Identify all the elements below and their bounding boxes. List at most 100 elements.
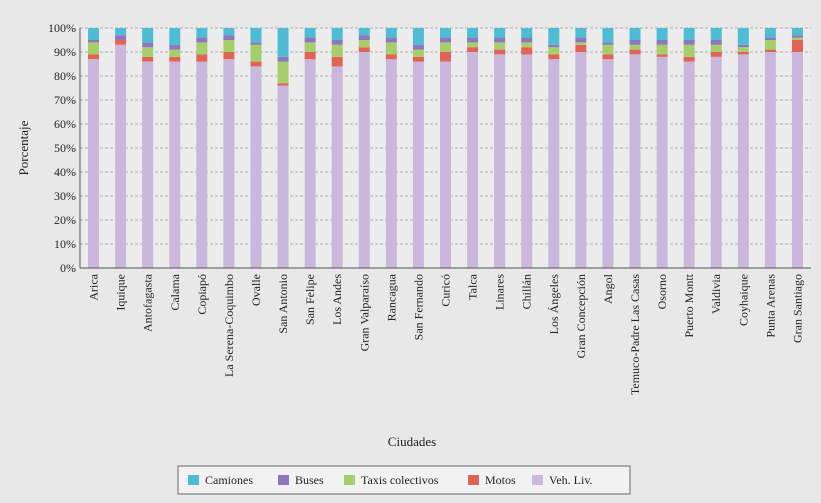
bar-segment	[683, 40, 695, 45]
bar-segment	[142, 42, 154, 48]
bar-segment	[88, 59, 100, 269]
bar-segment	[331, 56, 343, 67]
y-tick-label: 20%	[54, 213, 76, 227]
bar-segment	[521, 54, 533, 269]
y-tick-label: 70%	[54, 93, 76, 107]
bar-segment	[575, 42, 587, 45]
bar-segment	[385, 54, 397, 60]
x-tick-label: Coyhaique	[736, 274, 750, 326]
bar-segment	[710, 28, 722, 40]
x-tick-label: Copiapó	[195, 274, 209, 315]
y-tick-label: 100%	[48, 21, 76, 35]
bar-segment	[548, 54, 560, 60]
bar-segment	[629, 49, 641, 55]
bar-segment	[440, 42, 451, 52]
bar-segment	[277, 28, 289, 57]
x-tick-label: Punta Arenas	[763, 274, 777, 338]
bar-segment	[521, 42, 533, 48]
bar-segment	[764, 40, 776, 50]
legend: Camiones Buses Taxis colectivos Motos Veh. L…	[177, 465, 631, 495]
bar-segment	[683, 44, 695, 57]
bar-segment	[196, 61, 208, 268]
bar-segment	[494, 37, 506, 43]
bar-segment	[467, 37, 479, 43]
bar-segment	[791, 40, 803, 52]
x-tick-label: Curicó	[439, 274, 453, 307]
bar-segment	[115, 40, 127, 45]
legend-label: Buses	[295, 473, 324, 487]
bar-segment	[304, 42, 316, 52]
bar-segment	[169, 49, 181, 57]
bar-segment	[656, 56, 668, 268]
bar-segment	[223, 59, 235, 269]
bar-segment	[467, 42, 479, 48]
bar-segment	[440, 37, 451, 43]
legend-swatch	[532, 475, 543, 485]
x-tick-label: Gran Santiago	[790, 274, 804, 343]
bar-segment	[737, 28, 749, 45]
x-axis-title: Ciudades	[388, 434, 436, 449]
x-tick-label: Talca	[466, 273, 480, 299]
bar-segment	[602, 42, 614, 45]
y-tick-label: 0%	[60, 261, 76, 275]
x-tick-label: Iquique	[114, 274, 128, 311]
bar-segment	[277, 61, 289, 84]
bar-segment	[494, 49, 506, 55]
y-tick-label: 40%	[54, 165, 76, 179]
bar-segment	[791, 52, 803, 268]
bar-segment	[656, 44, 668, 55]
x-tick-label: Gran Concepción	[574, 274, 588, 358]
x-tick-label: San Antonio	[276, 274, 290, 334]
bars	[88, 28, 803, 269]
bar-segment	[385, 59, 397, 269]
x-tick-label: Arica	[87, 273, 101, 300]
bar-segment	[683, 56, 695, 62]
y-tick-label: 80%	[54, 69, 76, 83]
bar-segment	[737, 52, 749, 55]
bar-segment	[494, 42, 506, 50]
x-tick-label: Osorno	[655, 274, 669, 309]
bar-segment	[142, 61, 154, 268]
bar-segment	[277, 85, 289, 268]
bar-segment	[629, 54, 641, 269]
bar-segment	[656, 28, 668, 40]
x-tick-label: La Serena-Coquimbo	[222, 274, 236, 377]
bar-segment	[250, 28, 262, 43]
bar-segment	[196, 28, 208, 38]
x-tick-label: Antofagasta	[141, 273, 155, 332]
legend-swatch	[468, 475, 479, 485]
bar-segment	[737, 47, 749, 52]
bar-segment	[196, 54, 208, 62]
bar-segment	[223, 28, 235, 36]
x-tick-label: Ovalle	[249, 274, 263, 306]
legend-label: Veh. Liv.	[549, 473, 593, 487]
bar-segment	[710, 44, 722, 52]
bar-segment	[494, 28, 506, 38]
x-tick-label: Los Ángeles	[547, 274, 561, 335]
bar-segment	[575, 44, 587, 52]
legend-label: Camiones	[205, 473, 253, 487]
y-tick-label: 30%	[54, 189, 76, 203]
bar-segment	[467, 52, 479, 268]
bar-segment	[602, 28, 614, 43]
bar-segment	[548, 59, 560, 269]
bar-segment	[737, 54, 749, 269]
y-tick-label: 10%	[54, 237, 76, 251]
bar-segment	[250, 61, 262, 67]
bar-segment	[142, 47, 154, 57]
bar-segment	[385, 37, 397, 43]
bar-segment	[358, 47, 370, 52]
bar-segment	[88, 28, 100, 40]
y-tick-label: 60%	[54, 117, 76, 131]
y-tick-label: 90%	[54, 45, 76, 59]
bar-segment	[115, 44, 127, 268]
bar-segment	[169, 56, 181, 62]
bar-segment	[331, 44, 343, 57]
y-tick-labels: 0% 10% 20% 30% 40% 50% 60% 70% 80% 90% 100%	[48, 21, 76, 275]
bar-segment	[331, 40, 343, 45]
bar-segment	[358, 35, 370, 40]
x-tick-label: Temuco-Padre Las Casas	[628, 274, 642, 395]
bar-segment	[791, 35, 803, 38]
bar-segment	[737, 44, 749, 48]
